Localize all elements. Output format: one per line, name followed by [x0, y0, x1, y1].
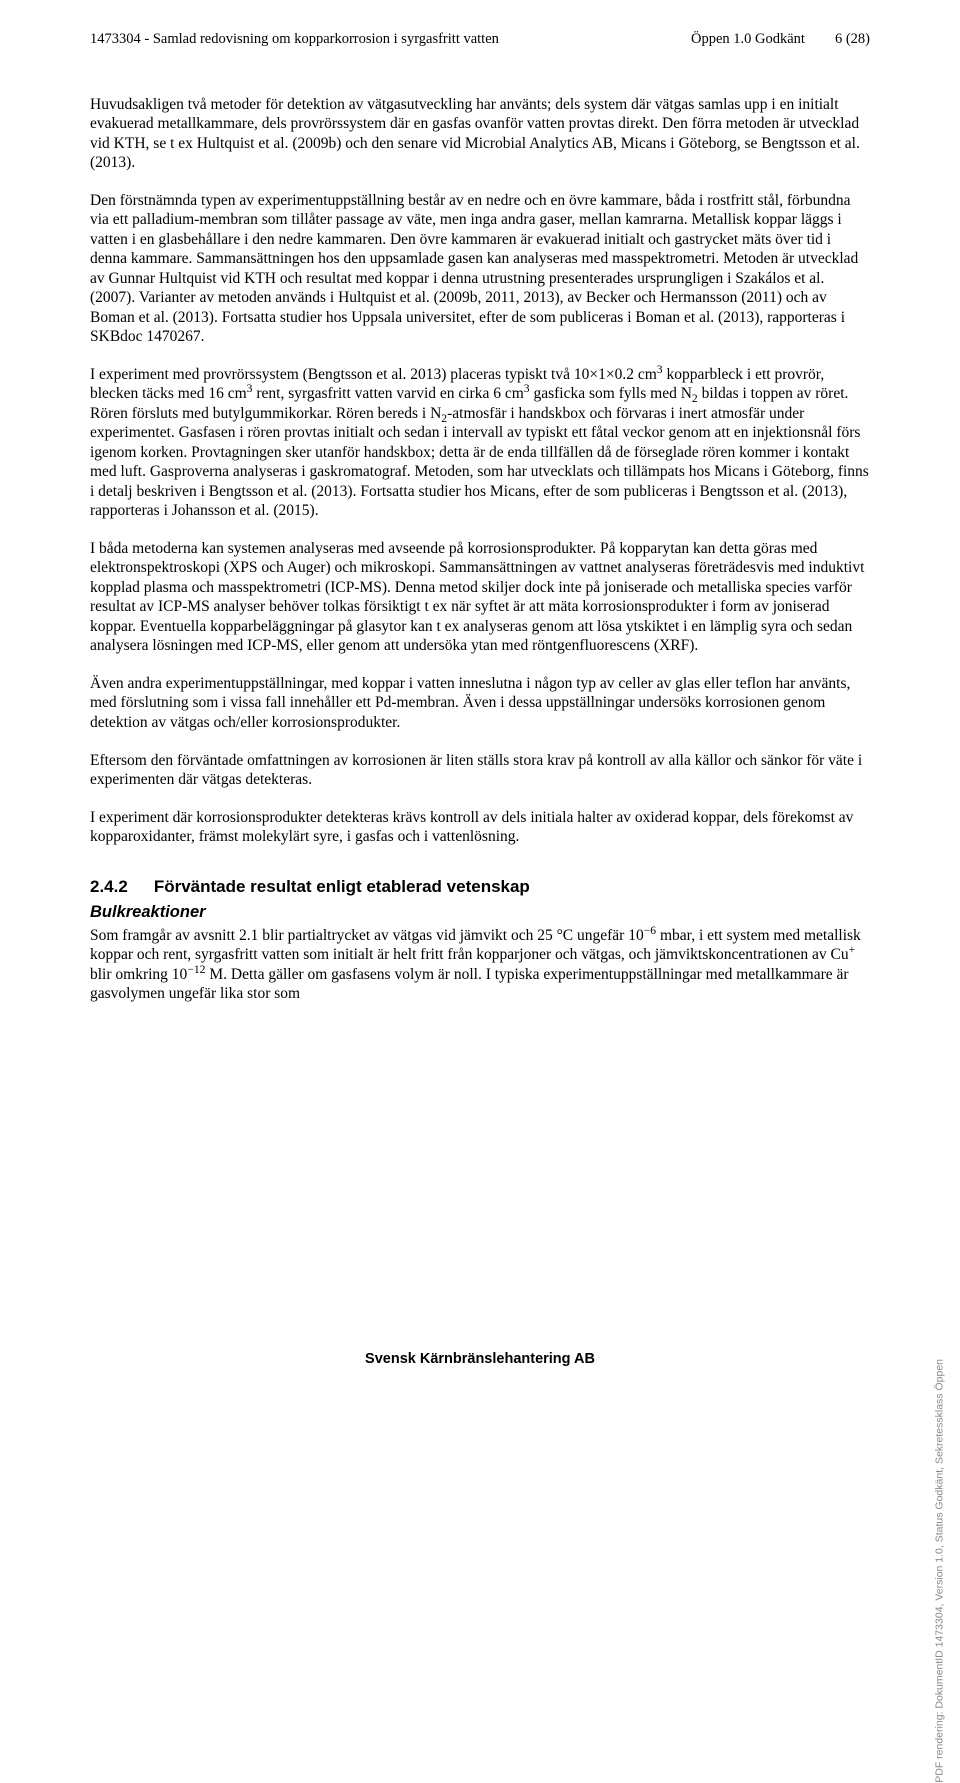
subsection-heading: Bulkreaktioner [90, 903, 870, 922]
text-run: I experiment med provrörssystem (Bengtss… [90, 366, 657, 383]
pdf-metadata-sidebar: PDF rendering: DokumentID 1473304, Versi… [934, 1359, 946, 1783]
page-header: 1473304 - Samlad redovisning om kopparko… [90, 30, 870, 50]
superscript: −12 [187, 962, 205, 975]
body-paragraph: Huvudsakligen två metoder för detektion … [90, 95, 870, 173]
header-status: Öppen 1.0 Godkänt [591, 30, 805, 50]
document-page: 1473304 - Samlad redovisning om kopparko… [0, 0, 960, 1389]
text-run: rent, syrgasfritt vatten varvid en cirka… [252, 385, 523, 402]
text-run: gasficka som fylls med N [530, 385, 692, 402]
body-paragraph: Eftersom den förväntade omfattningen av … [90, 751, 870, 790]
text-run: blir omkring 10 [90, 966, 187, 983]
body-paragraph: Även andra experimentuppställningar, med… [90, 674, 870, 733]
page-footer: Svensk Kärnbränslehantering AB [0, 1351, 960, 1367]
body-paragraph: I experiment med provrörssystem (Bengtss… [90, 365, 870, 521]
header-doc-id: 1473304 - Samlad redovisning om kopparko… [90, 30, 591, 50]
section-number: 2.4.2 [90, 877, 128, 897]
body-paragraph: Den förstnämnda typen av experimentuppst… [90, 191, 870, 347]
superscript: −6 [644, 923, 656, 936]
section-title: Förväntade resultat enligt etablerad vet… [154, 877, 530, 896]
body-paragraph: I experiment där korrosionsprodukter det… [90, 808, 870, 847]
section-heading: 2.4.2 Förväntade resultat enligt etablera… [90, 877, 870, 897]
body-paragraph: Som framgår av avsnitt 2.1 blir partialt… [90, 926, 870, 1004]
text-run: Som framgår av avsnitt 2.1 blir partialt… [90, 927, 644, 944]
body-paragraph: I båda metoderna kan systemen analyseras… [90, 539, 870, 656]
header-page-number: 6 (28) [805, 30, 870, 50]
superscript: + [849, 943, 856, 956]
